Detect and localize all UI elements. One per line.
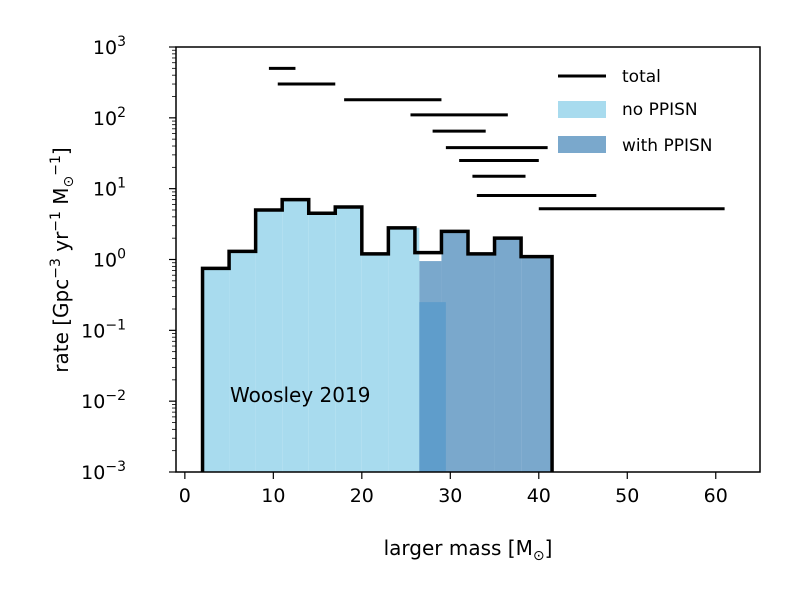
legend-swatch-with-ppisn	[558, 136, 606, 153]
x-tick-label: 40	[527, 485, 551, 507]
bar-no-ppisn	[202, 268, 230, 472]
annotation: Woosley 2019	[230, 383, 370, 407]
legend-label-with-ppisn: with PPISN	[622, 136, 713, 156]
ticks-layer: 0 10 20 30 40 50 60 10−3 10−2 10−1 100 101 102 103	[81, 34, 728, 507]
bar-overlap	[419, 302, 446, 472]
bar-with-ppisn	[468, 253, 495, 472]
y-axis-label-sub: ⊙	[61, 176, 77, 188]
y-tick-label: 10−3	[81, 459, 126, 484]
bar-no-ppisn	[308, 213, 336, 472]
bar-no-ppisn	[388, 227, 420, 472]
x-axis-label: larger mass [M⊙]	[384, 536, 553, 564]
bar-no-ppisn	[335, 207, 362, 472]
x-axis-label-sub: ⊙	[533, 548, 545, 564]
bar-no-ppisn	[229, 251, 256, 472]
y-axis-label-sup3: −1	[48, 155, 64, 176]
x-axis-label-close: ]	[545, 536, 553, 560]
x-axis-label-main: larger mass [M	[384, 536, 533, 560]
y-tick-label: 103	[93, 34, 126, 59]
legend-label-total: total	[622, 67, 661, 87]
legend: total no PPISN with PPISN	[558, 67, 713, 156]
bar-with-ppisn	[521, 256, 553, 472]
total-histogram-line	[200, 197, 554, 472]
bars-layer	[202, 199, 553, 472]
y-tick-label: 10−1	[81, 317, 126, 342]
legend-label-no-ppisn: no PPISN	[622, 100, 698, 120]
y-axis-label: rate [Gpc−3 yr−1 M⊙−1]	[48, 147, 77, 373]
legend-swatch-no-ppisn	[558, 101, 606, 118]
total-layer	[200, 197, 554, 472]
y-axis-label-main: rate [Gpc	[49, 279, 73, 373]
x-tick-label: 60	[704, 485, 728, 507]
bar-no-ppisn	[255, 209, 283, 472]
bar-no-ppisn	[282, 199, 309, 472]
segments-layer	[268, 66, 725, 211]
bar-with-ppisn	[494, 238, 522, 472]
y-tick-label: 100	[93, 247, 126, 272]
y-tick-label: 102	[93, 105, 126, 130]
x-tick-label: 50	[615, 485, 639, 507]
x-tick-label: 0	[179, 485, 191, 507]
y-axis-label-mid: yr	[49, 231, 73, 258]
plot-frame	[175, 46, 761, 473]
y-axis-label-sup1: −3	[48, 258, 64, 279]
y-axis-label-end: M	[49, 187, 73, 211]
y-axis-label-sup2: −1	[48, 211, 64, 232]
y-axis-label-close: ]	[49, 147, 73, 155]
bar-no-ppisn	[361, 253, 389, 472]
x-tick-label: 20	[350, 485, 374, 507]
y-tick-label: 10−2	[81, 388, 126, 413]
y-tick-label: 101	[93, 176, 126, 201]
x-tick-label: 30	[438, 485, 462, 507]
x-tick-label: 10	[261, 485, 285, 507]
